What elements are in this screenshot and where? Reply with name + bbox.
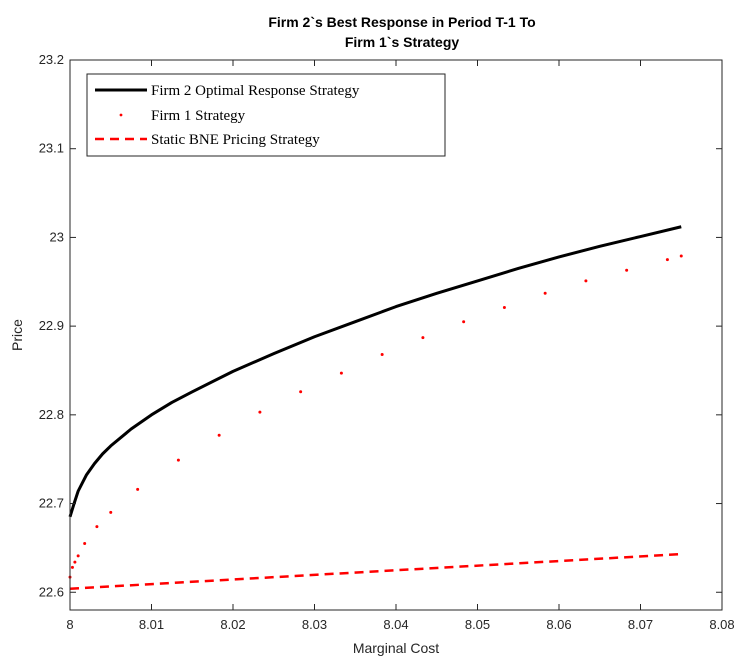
x-tick-label: 8.04 (383, 617, 408, 632)
legend-swatch-firm1-strategy (119, 113, 123, 117)
legend-label-static-bne: Static BNE Pricing Strategy (151, 132, 320, 148)
point-firm-1-strategy (136, 487, 140, 491)
series-layer (68, 225, 683, 590)
point-firm-1-strategy (380, 353, 384, 357)
x-tick-label: 8 (66, 617, 73, 632)
point-firm-1-strategy (665, 258, 669, 262)
y-tick-label: 23.1 (39, 141, 64, 156)
point-firm-1-strategy (462, 320, 466, 324)
point-firm-1-strategy (339, 371, 343, 375)
point-firm-1-strategy (543, 291, 547, 295)
line-firm-2-optimal-response-strategy (68, 225, 682, 518)
x-tick-label: 8.08 (709, 617, 734, 632)
point-firm-1-strategy (299, 390, 303, 394)
point-firm-1-strategy (73, 560, 77, 564)
y-tick-label: 23 (50, 229, 64, 244)
legend-box (86, 73, 446, 157)
x-tick-label: 8.01 (139, 617, 164, 632)
legend-label-firm1-strategy: Firm 1 Strategy (151, 108, 246, 124)
point-firm-1-strategy (421, 336, 425, 340)
point-firm-1-strategy (95, 525, 99, 529)
chart-title-line-2: Firm 1`s Strategy (345, 34, 460, 50)
legend: Firm 2 Optimal Response Strategy Firm 1 … (86, 73, 446, 157)
y-tick-label: 22.7 (39, 496, 64, 511)
line-static-bne-pricing-strategy (69, 552, 682, 590)
y-axis-label: Price (9, 319, 25, 351)
point-firm-1-strategy (76, 554, 80, 558)
x-axis-label: Marginal Cost (353, 640, 439, 656)
x-tick-label: 8.07 (628, 617, 653, 632)
x-tick-label: 8.06 (546, 617, 571, 632)
y-tick-label: 22.9 (39, 318, 64, 333)
x-axis: 8 8.01 8.02 8.03 8.04 8.05 8.06 8.07 8.08 (66, 60, 735, 632)
chart-title-line-1: Firm 2`s Best Response in Period T-1 To (268, 14, 535, 30)
point-firm-1-strategy (70, 565, 74, 569)
point-firm-1-strategy (258, 410, 262, 414)
point-firm-1-strategy (625, 268, 629, 272)
point-firm-1-strategy (584, 279, 588, 283)
point-firm-1-strategy (109, 510, 113, 514)
point-firm-1-strategy (679, 254, 683, 258)
x-tick-label: 8.02 (220, 617, 245, 632)
point-firm-1-strategy (83, 541, 87, 545)
point-firm-1-strategy (502, 306, 506, 309)
point-firm-1-strategy (176, 458, 180, 462)
y-tick-label: 23.2 (39, 52, 64, 67)
y-tick-label: 22.6 (39, 584, 64, 599)
y-tick-label: 22.8 (39, 407, 64, 422)
x-tick-label: 8.05 (465, 617, 490, 632)
legend-label-firm2-response: Firm 2 Optimal Response Strategy (151, 83, 360, 99)
x-tick-label: 8.03 (302, 617, 327, 632)
point-firm-1-strategy (217, 433, 221, 437)
y-axis: 22.6 22.7 22.8 22.9 23 23.1 23.2 (39, 52, 722, 599)
